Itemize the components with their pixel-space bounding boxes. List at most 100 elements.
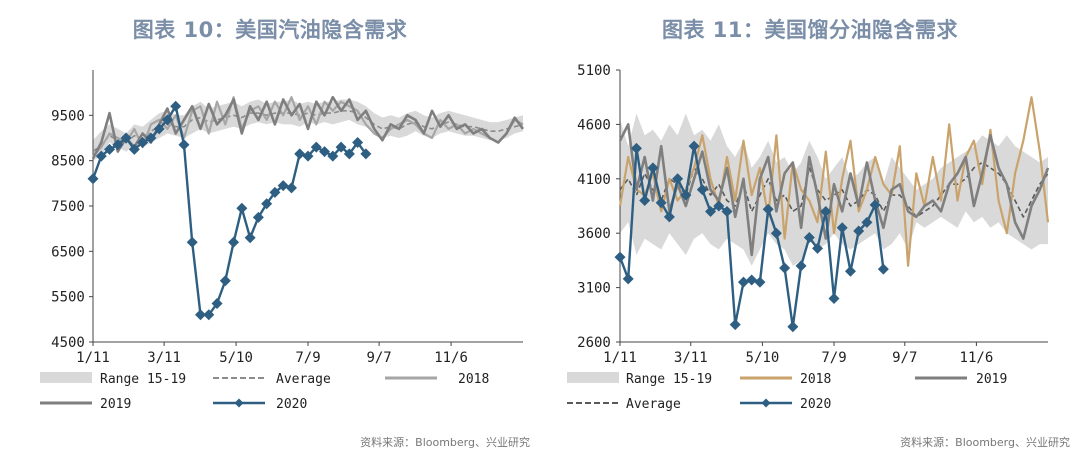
series-2020-point [779, 262, 791, 274]
legend-marker-2020 [234, 398, 244, 408]
series-2020-point [713, 200, 725, 212]
series-2020-point [795, 260, 807, 272]
x-tick-label: 7/9 [821, 350, 846, 366]
series-2020-point [335, 141, 347, 153]
series-2020-point [261, 198, 273, 210]
series-2020-point [877, 263, 889, 275]
series-2018-line [92, 96, 524, 157]
legend-label-y2019: 2019 [976, 372, 1007, 387]
series-2020-point [803, 232, 815, 244]
series-2020-point [236, 202, 248, 214]
legend-label-y2018: 2018 [800, 372, 831, 387]
series-2020-point [186, 236, 198, 248]
legend-swatch-range [567, 372, 619, 383]
x-tick-label: 9/7 [892, 350, 917, 366]
legend-marker-2020 [761, 398, 771, 408]
source-note: 资料来源：Bloomberg、兴业研究 [900, 436, 1070, 449]
series-2020-point [853, 225, 865, 237]
series-2020-point [228, 236, 240, 248]
x-tick-label: 7/9 [295, 350, 320, 366]
series-2020-point [252, 211, 264, 223]
y-tick-label: 4500 [51, 335, 85, 351]
x-tick-label: 1/11 [76, 350, 110, 366]
series-2020-point [614, 251, 626, 263]
series-2020-point [153, 123, 165, 135]
series-2020-point [762, 203, 774, 215]
legend-label-range: Range 15-19 [626, 372, 712, 387]
series-2020-point [302, 150, 314, 162]
series-2020-point [360, 148, 372, 160]
distillate-demand-panel: 图表 11：美国馏分油隐含需求 5100 4600 4100 3600 3100 2600… [540, 0, 1080, 467]
series-2020-point [203, 309, 215, 321]
legend-label-average: Average [276, 372, 331, 387]
series-2020-point [721, 205, 733, 217]
y-tick-label: 6500 [51, 244, 85, 260]
series-2020-point [95, 150, 107, 162]
series-2020-point [104, 143, 116, 155]
series-2020-point [128, 143, 140, 155]
legend-label-y2020: 2020 [276, 397, 307, 412]
series-2020-point [170, 100, 182, 112]
y-tick-label: 2600 [577, 335, 611, 351]
series-2020-point [844, 265, 856, 277]
x-tick-label: 11/6 [960, 350, 994, 366]
series-2020-point [137, 137, 149, 149]
series-2020-point [87, 173, 99, 185]
series-2020-point [663, 211, 675, 223]
series-2020-point [836, 222, 848, 234]
x-tick-label: 5/10 [746, 350, 780, 366]
series-2020-point [310, 141, 322, 153]
series-2020-point [754, 276, 766, 288]
range-band [93, 99, 523, 161]
gasoline-demand-panel: 图表 10：美国汽油隐含需求 9500 8500 7500 6500 5500 4500 1… [40, 18, 530, 449]
series-2020-point [178, 139, 190, 151]
series-2020-point [145, 132, 157, 144]
x-tick-label: 9/7 [366, 350, 391, 366]
y-tick-label: 9500 [51, 108, 85, 124]
x-tick-label: 1/11 [603, 350, 637, 366]
series-2020-point [812, 242, 824, 254]
series-2020-point [343, 148, 355, 160]
series-2020-point [319, 146, 331, 158]
series-2020-point [787, 321, 799, 333]
series-2020-point [327, 150, 339, 162]
y-tick-label: 8500 [51, 154, 85, 170]
y-tick-label: 4600 [577, 117, 611, 133]
series-2020-point [630, 142, 642, 154]
legend-label-y2018: 2018 [458, 372, 489, 387]
series-2020-point [211, 297, 223, 309]
series-2020-point [828, 292, 840, 304]
series-2020-point [161, 114, 173, 126]
series-2020-line [91, 105, 367, 316]
series-2020-point [622, 273, 634, 285]
series-2019-line [91, 95, 525, 160]
x-tick-label: 11/6 [434, 350, 468, 366]
chart-title: 图表 11：美国馏分油隐含需求 [661, 18, 959, 42]
series-2020-point [696, 184, 708, 196]
x-tick-label: 3/11 [147, 350, 181, 366]
y-tick-label: 3100 [577, 281, 611, 297]
series-2020-point [655, 197, 667, 209]
series-2020-point [861, 216, 873, 228]
series-2020-point [729, 319, 741, 331]
source-note: 资料来源：Bloomberg、兴业研究 [360, 436, 530, 449]
x-tick-label: 5/10 [219, 350, 253, 366]
series-2020-point [285, 182, 297, 194]
series-2020-point [869, 199, 881, 211]
series-2020-point [120, 132, 132, 144]
y-tick-label: 3600 [577, 226, 611, 242]
y-tick-label: 5500 [51, 290, 85, 306]
series-2020-point [269, 186, 281, 198]
series-2020-point [737, 276, 749, 288]
series-2020-point [352, 137, 364, 149]
series-2020-point [112, 139, 124, 151]
series-2020-point [219, 275, 231, 287]
series-2020-point [705, 205, 717, 217]
legend-label-average: Average [626, 397, 681, 412]
chart-title: 图表 10：美国汽油隐含需求 [132, 18, 408, 42]
legend-swatch-range [40, 372, 92, 383]
series-2020-point [195, 309, 206, 321]
series-2020-point [647, 162, 659, 174]
